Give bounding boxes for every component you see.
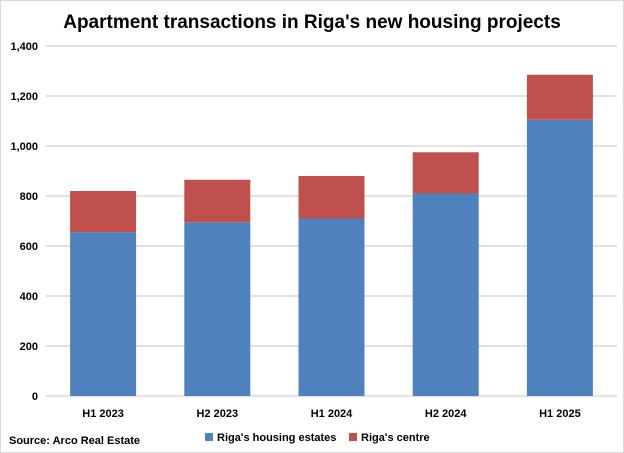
y-tick-label: 200 xyxy=(20,341,38,353)
bar-centre xyxy=(526,74,593,120)
source-note: Source: Arco Real Estate xyxy=(9,435,140,447)
bar-centre xyxy=(412,152,479,194)
bar-housing-estates xyxy=(70,232,137,396)
y-tick-label: 1,400 xyxy=(10,41,38,53)
y-tick-label: 1,200 xyxy=(10,91,38,103)
legend-label-housing-estates: Riga's housing estates xyxy=(217,432,336,444)
y-tick-label: 400 xyxy=(20,291,38,303)
x-tick-label: H2 2023 xyxy=(197,408,239,420)
chart-title: Apartment transactions in Riga's new hou… xyxy=(63,12,561,33)
bar-centre xyxy=(298,176,365,219)
x-tick-label: H1 2024 xyxy=(311,408,353,420)
bar-housing-estates xyxy=(298,218,365,396)
y-tick-label: 1,000 xyxy=(10,141,38,153)
bar-centre xyxy=(184,179,251,223)
y-tick-label: 800 xyxy=(20,191,38,203)
bar-housing-estates xyxy=(412,193,479,396)
x-tick-label: H2 2024 xyxy=(425,408,467,420)
y-tick-label: 600 xyxy=(20,241,38,253)
bar-housing-estates xyxy=(526,119,593,396)
x-tick-label: H1 2025 xyxy=(539,408,581,420)
x-tick-label: H1 2023 xyxy=(82,408,124,420)
bar-housing-estates xyxy=(184,222,251,396)
bar-centre xyxy=(70,191,137,233)
y-tick-label: 0 xyxy=(32,391,38,403)
legend-label-centre: Riga's centre xyxy=(361,432,430,444)
legend-swatch-centre xyxy=(349,433,357,441)
legend-swatch-housing-estates xyxy=(205,433,213,441)
